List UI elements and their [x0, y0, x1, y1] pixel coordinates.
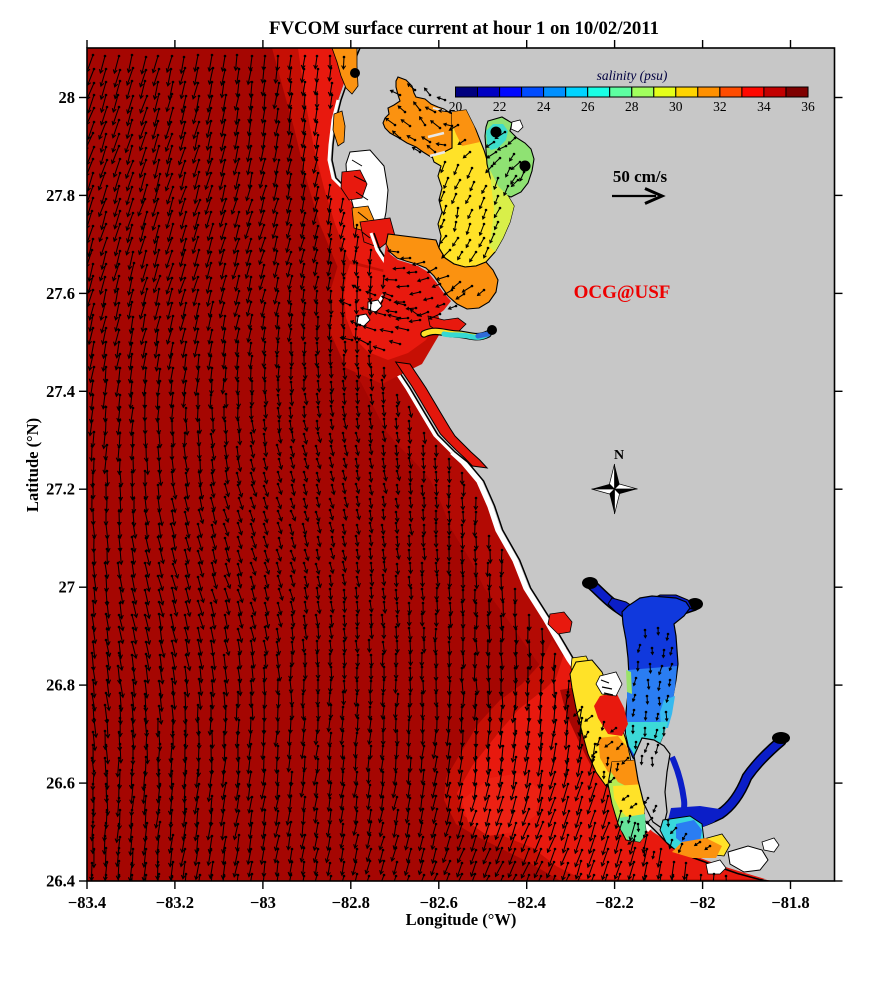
svg-text:26.6: 26.6: [46, 774, 75, 793]
svg-text:27.2: 27.2: [46, 480, 75, 499]
svg-text:22: 22: [493, 99, 507, 114]
svg-text:26: 26: [581, 99, 595, 114]
svg-text:FVCOM surface current at hour: FVCOM surface current at hour 1 on 10/02…: [269, 18, 659, 39]
svg-text:−81.8: −81.8: [771, 893, 809, 912]
svg-text:−82.6: −82.6: [420, 893, 458, 912]
svg-text:Longitude (°W): Longitude (°W): [406, 910, 517, 929]
svg-text:26.4: 26.4: [46, 872, 75, 891]
svg-text:−83: −83: [250, 893, 276, 912]
svg-text:27: 27: [59, 578, 76, 597]
svg-text:−82.4: −82.4: [508, 893, 546, 912]
svg-text:30: 30: [669, 99, 683, 114]
svg-text:−82.2: −82.2: [595, 893, 633, 912]
svg-text:34: 34: [757, 99, 771, 114]
svg-text:−82: −82: [690, 893, 716, 912]
svg-text:36: 36: [801, 99, 815, 114]
svg-text:N: N: [614, 448, 624, 463]
svg-text:27.8: 27.8: [46, 186, 75, 205]
svg-text:salinity (psu): salinity (psu): [597, 68, 668, 83]
svg-text:28: 28: [59, 88, 76, 107]
svg-text:OCG@USF: OCG@USF: [574, 282, 671, 303]
svg-text:27.6: 27.6: [46, 284, 75, 303]
svg-text:20: 20: [449, 99, 463, 114]
svg-text:50 cm/s: 50 cm/s: [613, 167, 668, 186]
svg-text:−82.8: −82.8: [332, 893, 370, 912]
svg-text:28: 28: [625, 99, 639, 114]
svg-text:Latitude (°N): Latitude (°N): [23, 418, 42, 512]
svg-text:27.4: 27.4: [46, 382, 75, 401]
svg-text:32: 32: [713, 99, 727, 114]
svg-text:−83.2: −83.2: [156, 893, 194, 912]
svg-text:24: 24: [537, 99, 551, 114]
svg-text:−83.4: −83.4: [68, 893, 106, 912]
svg-text:26.8: 26.8: [46, 676, 75, 695]
